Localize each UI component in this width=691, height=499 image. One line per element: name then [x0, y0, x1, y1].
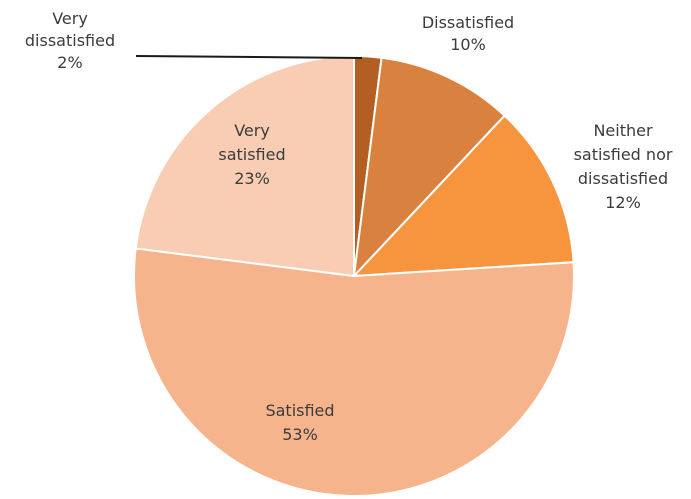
leader-line-very-dissatisfied [135, 55, 363, 59]
slice-label-satisfied: Satisfied 53% [265, 401, 334, 444]
pie-slice-very-satisfied [134, 54, 355, 278]
pie-slice-neutral [351, 114, 575, 278]
slice-label-dissatisfied: Dissatisfied 10% [422, 13, 514, 54]
slice-label-very-dissatisfied: Very dissatisfied 2% [25, 9, 115, 72]
slice-labels: Very dissatisfied 2% Dissatisfied 10% Neither… [25, 9, 673, 444]
pie-slice-satisfied [133, 247, 575, 497]
slice-label-very-satisfied: Very satisfied 23% [218, 121, 285, 188]
pie-slice-dissatisfied [352, 56, 507, 279]
pie-slices [133, 54, 575, 497]
slice-label-neutral: Neither satisfied nor dissatisfied 12% [574, 121, 673, 212]
